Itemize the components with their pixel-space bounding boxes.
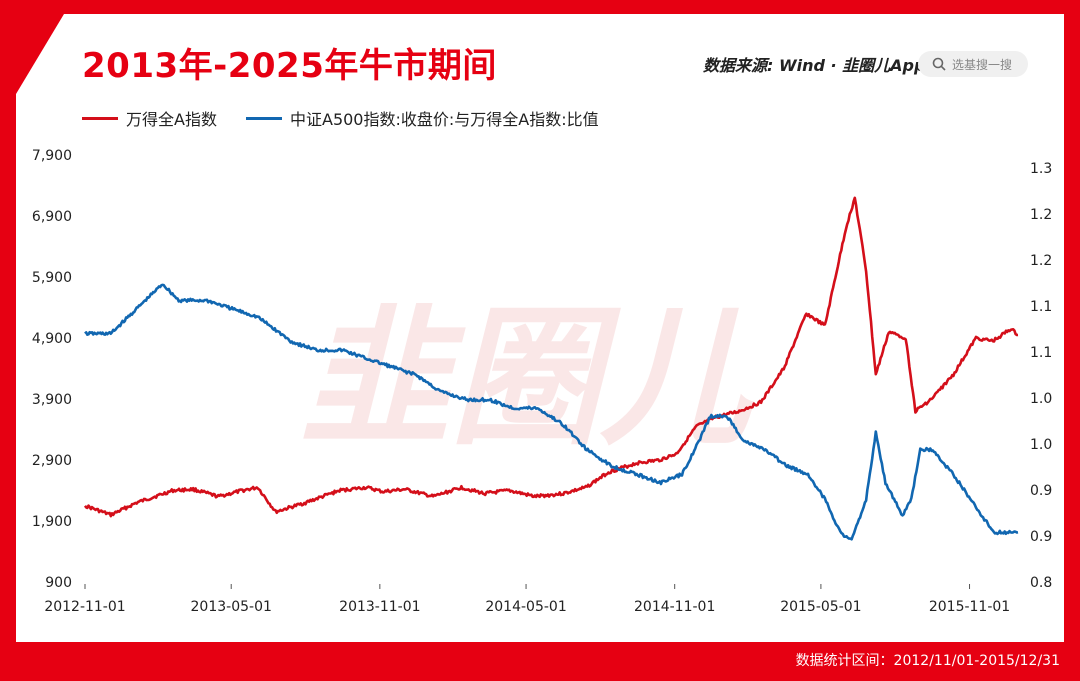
y-left-tick-label: 2,900: [32, 453, 72, 469]
legend-swatch-red: [82, 116, 118, 120]
x-axis: 2012-11-01 2013-05-01 2013-11-01 2014-05-01…: [44, 584, 1010, 615]
series-layer: [83, 196, 1019, 541]
x-tick-label: 2013-11-01: [339, 599, 420, 615]
watermark: 韭圈儿: [300, 292, 755, 466]
legend-label-2: 中证A500指数:收盘价:与万得全A指数:比值: [290, 110, 599, 129]
y-right-tick-label: 1.3: [1030, 161, 1052, 177]
search-box[interactable]: 选基搜一搜: [918, 51, 1028, 77]
legend-label-1: 万得全A指数: [126, 110, 217, 129]
x-tick-label: 2015-05-01: [780, 599, 861, 615]
y-left-tick-label: 1,900: [32, 514, 72, 530]
y-left-tick-label: 900: [45, 575, 72, 591]
x-tick-label: 2014-05-01: [485, 599, 566, 615]
y-left-tick-label: 6,900: [32, 209, 72, 225]
y-left-tick-label: 5,900: [32, 270, 72, 286]
data-source: 数据来源: Wind · 韭圈儿App: [703, 56, 926, 75]
y-axis-right: 0.8 0.9 0.9 1.0 1.0 1.1 1.1 1.2 1.2 1.3: [1030, 161, 1052, 591]
y-right-tick-label: 0.9: [1030, 529, 1052, 545]
watermark-text: 韭圈儿: [300, 292, 755, 466]
y-right-tick-label: 1.1: [1030, 345, 1052, 361]
search-icon: [932, 57, 946, 71]
page-title: 2013年-2025年牛市期间: [82, 46, 497, 86]
y-right-tick-label: 1.0: [1030, 391, 1052, 407]
y-axis-left: 900 1,900 2,900 3,900 4,900 5,900 6,900 7,900: [32, 148, 72, 591]
y-left-tick-label: 7,900: [32, 148, 72, 164]
y-right-tick-label: 0.8: [1030, 575, 1052, 591]
footer-date-range: 数据统计区间：2012/11/01-2015/12/31: [795, 653, 1060, 669]
y-right-tick-label: 1.2: [1030, 207, 1052, 223]
x-tick-label: 2014-11-01: [634, 599, 715, 615]
y-right-tick-label: 1.1: [1030, 299, 1052, 315]
series-line-a500-ratio: [84, 283, 1019, 541]
legend-swatch-blue: [246, 116, 282, 120]
chart-panel: [16, 14, 1064, 642]
y-right-tick-label: 1.0: [1030, 437, 1052, 453]
y-right-tick-label: 1.2: [1030, 253, 1052, 269]
legend-item-2: 中证A500指数:收盘价:与万得全A指数:比值: [246, 106, 599, 130]
series-line-wind-all-a: [83, 196, 1019, 518]
x-tick-label: 2013-05-01: [191, 599, 272, 615]
y-right-tick-label: 0.9: [1030, 483, 1052, 499]
x-tick-label: 2012-11-01: [44, 599, 125, 615]
y-left-tick-label: 3,900: [32, 392, 72, 408]
legend-item-1: 万得全A指数: [82, 106, 217, 130]
x-tick-label: 2015-11-01: [929, 599, 1010, 615]
search-placeholder: 选基搜一搜: [952, 57, 1013, 72]
corner-wedge: [16, 14, 64, 94]
y-left-tick-label: 4,900: [32, 331, 72, 347]
